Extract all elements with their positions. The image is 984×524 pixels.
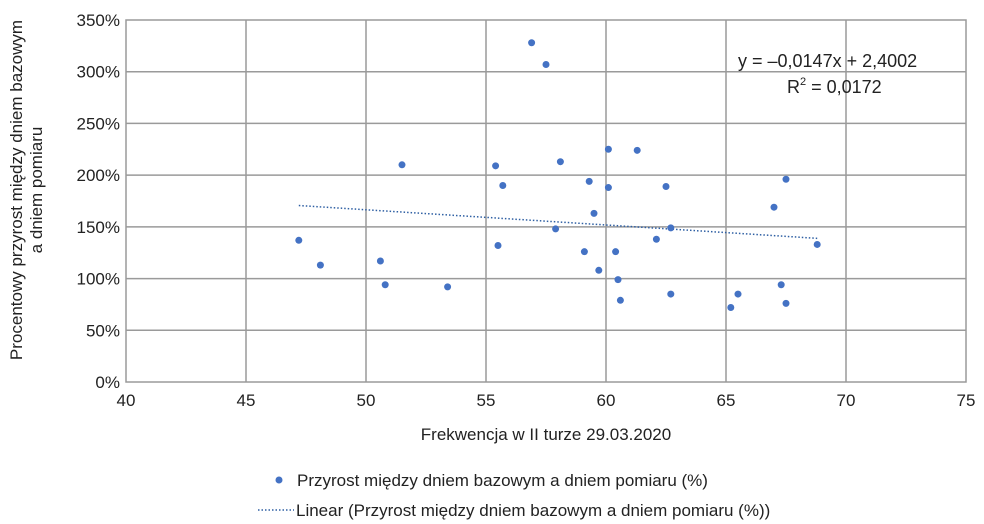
- y-axis-tick-labels: 0% 50% 100% 150% 200% 250% 300% 350%: [77, 11, 120, 392]
- data-point: [444, 283, 452, 291]
- gridlines: [126, 20, 966, 382]
- x-tick-label: 40: [117, 391, 136, 410]
- y-tick-label: 350%: [77, 11, 120, 30]
- data-points: [295, 39, 821, 312]
- plot-area-frame: [125, 19, 967, 383]
- x-tick-label: 50: [357, 391, 376, 410]
- data-point: [552, 225, 560, 233]
- x-tick-label: 75: [957, 391, 976, 410]
- data-point: [782, 299, 790, 307]
- r-squared-exponent: 2: [800, 76, 806, 88]
- data-point: [528, 39, 536, 47]
- x-axis-title: Frekwencja w II turze 29.03.2020: [421, 425, 671, 444]
- data-point: [652, 235, 660, 243]
- trendline-group: [298, 204, 818, 240]
- r-squared-letter: R: [787, 77, 800, 97]
- x-tick-label: 65: [717, 391, 736, 410]
- data-point: [542, 60, 550, 68]
- data-point: [667, 224, 675, 232]
- y-axis-title-line-1: Procentowy przyrost między dniem bazowym: [7, 20, 26, 360]
- y-tick-label: 0%: [95, 373, 120, 392]
- y-tick-label: 100%: [77, 270, 120, 289]
- data-point: [734, 290, 742, 298]
- y-tick-label: 300%: [77, 63, 120, 82]
- data-point: [614, 276, 622, 284]
- data-point: [494, 241, 502, 249]
- data-point: [556, 158, 564, 166]
- y-axis-title-line-2: a dniem pomiaru: [27, 127, 46, 254]
- data-point: [662, 183, 670, 191]
- data-point: [398, 161, 406, 169]
- x-tick-label: 45: [237, 391, 256, 410]
- data-point: [782, 175, 790, 183]
- data-point: [813, 240, 821, 248]
- trendline: [298, 204, 818, 240]
- data-point: [727, 304, 735, 312]
- data-point: [499, 181, 507, 189]
- x-tick-label: 55: [477, 391, 496, 410]
- data-point: [604, 184, 612, 192]
- legend-marker-scatter: [275, 476, 283, 484]
- y-tick-label: 250%: [77, 114, 120, 133]
- data-point: [777, 281, 785, 289]
- data-point: [295, 236, 303, 244]
- r-squared-label: R2 = 0,0172: [787, 76, 882, 97]
- data-point: [381, 281, 389, 289]
- y-tick-label: 200%: [77, 166, 120, 185]
- data-point: [492, 162, 500, 170]
- y-tick-label: 150%: [77, 218, 120, 237]
- x-tick-label: 60: [597, 391, 616, 410]
- data-point: [585, 177, 593, 185]
- data-point: [376, 257, 384, 265]
- data-point: [616, 296, 624, 304]
- r-squared-value: = 0,0172: [806, 77, 882, 97]
- data-point: [770, 203, 778, 211]
- x-tick-label: 70: [837, 391, 856, 410]
- y-tick-label: 50%: [86, 321, 120, 340]
- data-point: [667, 290, 675, 298]
- data-point: [633, 146, 641, 154]
- legend-label-trendline: Linear (Przyrost między dniem bazowym a …: [296, 501, 770, 520]
- data-point: [595, 266, 603, 274]
- legend: Przyrost między dniem bazowym a dniem po…: [258, 471, 770, 520]
- data-point: [580, 248, 588, 256]
- legend-label-scatter: Przyrost między dniem bazowym a dniem po…: [297, 471, 708, 490]
- trendline-equation: y = –0,0147x + 2,4002: [738, 51, 917, 71]
- data-point: [316, 261, 324, 269]
- data-point: [604, 145, 612, 153]
- data-point: [612, 248, 620, 256]
- x-axis-tick-labels: 40 45 50 55 60 65 70 75: [117, 391, 976, 410]
- data-point: [590, 209, 598, 217]
